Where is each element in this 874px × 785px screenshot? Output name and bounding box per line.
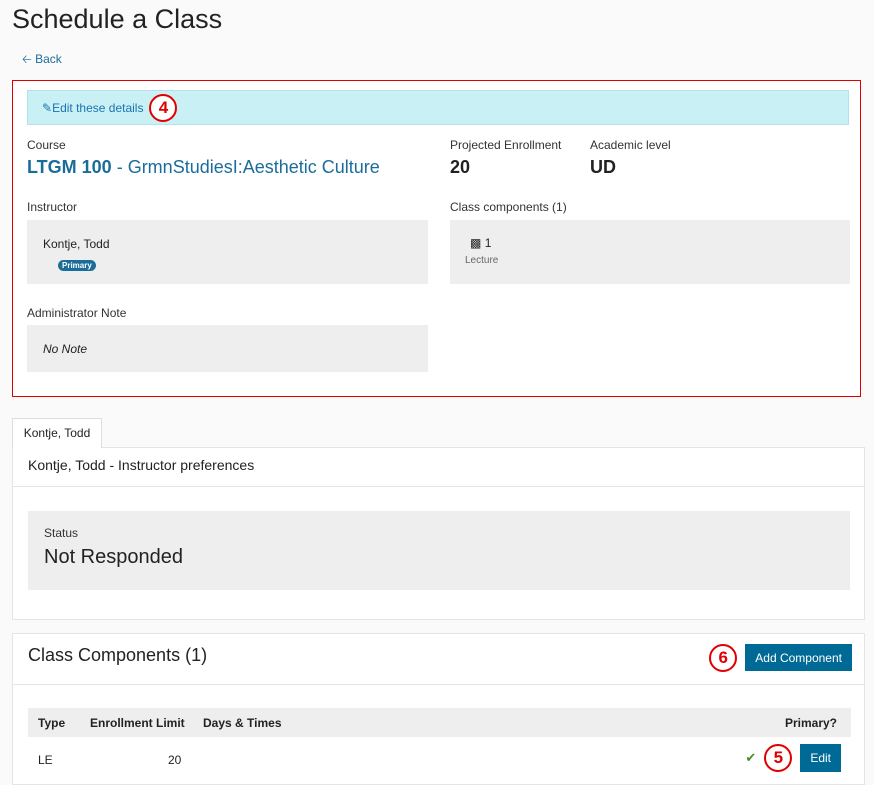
col-enrollment-limit: Enrollment Limit xyxy=(90,716,185,730)
add-component-button[interactable]: Add Component xyxy=(745,644,852,671)
callout-5: 5 xyxy=(764,744,793,772)
callout-6: 6 xyxy=(709,643,738,672)
back-label: Back xyxy=(35,52,62,66)
back-link[interactable]: 🡠 Back xyxy=(22,50,62,71)
course-title[interactable]: LTGM 100 - GrmnStudiesI:Aesthetic Cultur… xyxy=(27,157,380,178)
status-value: Not Responded xyxy=(44,546,183,568)
note-value: No Note xyxy=(43,342,88,356)
enrollment-value: 20 xyxy=(450,157,471,177)
primary-badge: Primary xyxy=(58,260,96,271)
instructor-box: Kontje, Todd Primary xyxy=(27,220,428,284)
edit-component-button[interactable]: Edit xyxy=(800,744,841,772)
course-label: Course xyxy=(27,138,66,152)
edit-details-link[interactable]: ✎Edit these details xyxy=(42,101,143,115)
components-label: Class components (1) xyxy=(450,200,567,214)
check-icon: ✔ xyxy=(745,750,757,765)
edit-banner: ✎Edit these details 4 xyxy=(27,90,849,125)
components-box: ▩ 1 Lecture xyxy=(450,220,850,284)
instructor-name: Kontje, Todd xyxy=(43,237,110,251)
book-icon: ▩ xyxy=(470,236,482,250)
cell-limit: 20 xyxy=(168,753,182,767)
instructor-label: Instructor xyxy=(27,200,78,214)
col-days-times: Days & Times xyxy=(203,716,282,730)
table-header: Type Enrollment Limit Days & Times Prima… xyxy=(28,708,851,737)
course-code: LTGM 100 xyxy=(27,157,112,177)
note-label: Administrator Note xyxy=(27,306,127,320)
status-box: Status Not Responded xyxy=(28,511,850,590)
instructor-preferences-panel: Kontje, Todd - Instructor preferences St… xyxy=(12,447,865,620)
status-label: Status xyxy=(44,526,79,540)
arrow-left-icon: 🡠 xyxy=(22,52,32,66)
table-row: LE 20 ✔ 5 Edit xyxy=(28,739,851,779)
level-label: Academic level xyxy=(590,138,671,152)
page-title: Schedule a Class xyxy=(12,4,223,34)
edit-label: Edit these details xyxy=(52,100,144,115)
components-heading: Class Components (1) xyxy=(28,645,208,665)
col-type: Type xyxy=(38,716,66,730)
col-primary: Primary? xyxy=(784,716,837,730)
course-name: GrmnStudiesI:Aesthetic Culture xyxy=(127,157,380,177)
component-type: Lecture xyxy=(465,255,499,266)
preferences-heading: Kontje, Todd - Instructor preferences xyxy=(28,457,255,473)
class-components-panel: Class Components (1) 6 Add Component Typ… xyxy=(12,633,865,785)
cell-type: LE xyxy=(38,753,53,767)
callout-4: 4 xyxy=(149,93,178,122)
course-sep: - xyxy=(111,157,128,177)
tab-instructor[interactable]: Kontje, Todd xyxy=(12,418,102,448)
component-count: 1 xyxy=(484,236,492,250)
level-value: UD xyxy=(590,157,616,177)
note-box: No Note xyxy=(27,325,428,372)
enrollment-label: Projected Enrollment xyxy=(450,138,562,152)
pencil-icon: ✎ xyxy=(42,100,53,115)
